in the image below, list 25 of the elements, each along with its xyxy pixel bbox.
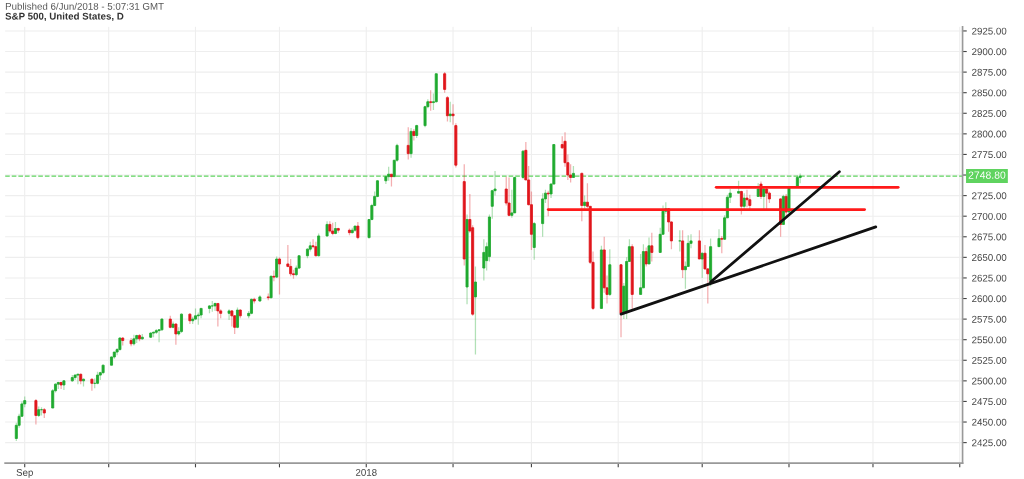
y-tick-label: 2450.00 [972,418,1007,426]
y-tick-label: 2700.00 [972,212,1007,220]
y-tick-label: 2550.00 [972,336,1007,344]
y-tick-label: 2900.00 [972,48,1007,56]
y-tick-label: 2475.00 [972,398,1007,406]
y-tick-label: 2525.00 [972,357,1007,364]
chart-title: S&P 500, United States, D [5,12,124,22]
x-tick-label: Sep [16,469,33,478]
y-tick-label: 2575.00 [972,315,1007,323]
y-tick-label: 2850.00 [972,89,1007,97]
y-tick-label: 2625.00 [972,274,1007,282]
y-tick-label: 2775.00 [972,151,1007,159]
y-tick-label: 2650.00 [972,254,1007,261]
y-tick-label: 2725.00 [972,192,1007,200]
y-tick-label: 2600.00 [972,295,1007,303]
x-tick-label: 2018 [355,469,377,476]
y-tick-label: 2500.00 [972,377,1007,385]
ref-line-label: 2748.80 [968,171,1006,179]
y-tick-label: 2925.00 [972,27,1007,35]
text: Published 6/Jun/2018 - 5:07:31 GMT [5,2,164,10]
y-tick-label: 2800.00 [972,130,1007,138]
y-tick-label: 2675.00 [972,233,1007,241]
y-tick-label: 2875.00 [972,68,1007,76]
y-tick-label: 2425.00 [972,439,1007,447]
y-tick-label: 2825.00 [972,110,1007,117]
